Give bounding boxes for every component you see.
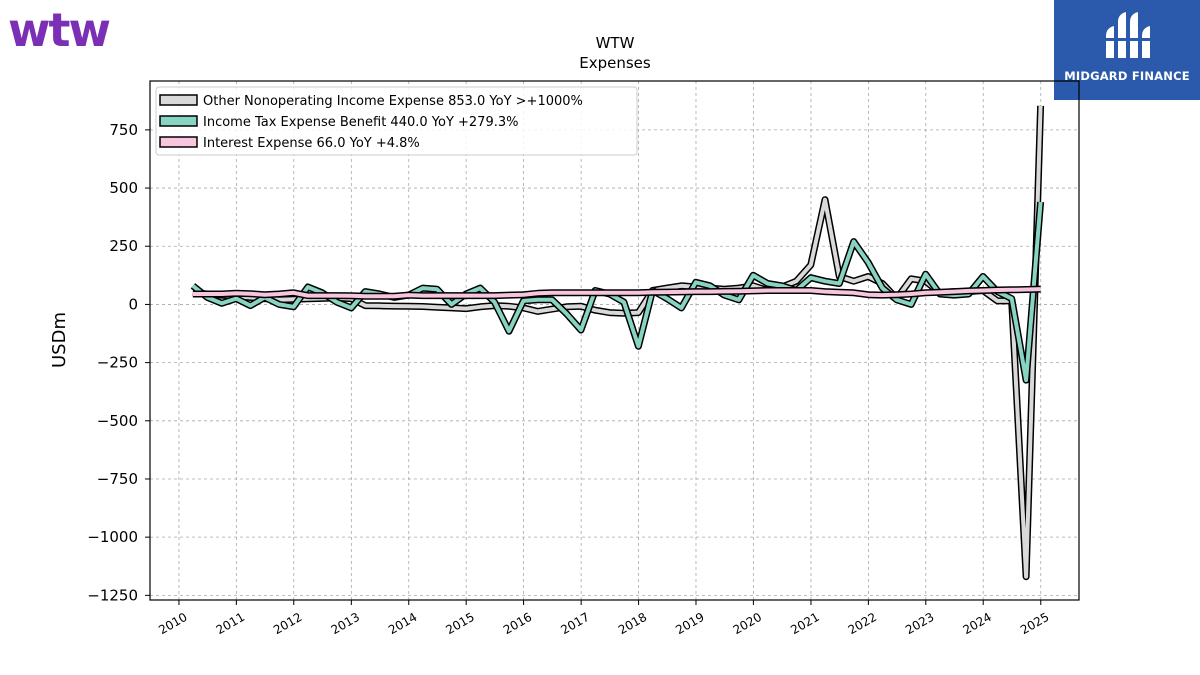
x-tick-label: 2013 — [329, 610, 362, 637]
legend-label: Income Tax Expense Benefit 440.0 YoY +27… — [203, 115, 518, 130]
y-tick-label: −1250 — [87, 586, 138, 604]
y-axis-label: USDm — [49, 312, 70, 368]
legend-label: Other Nonoperating Income Expense 853.0 … — [203, 94, 583, 109]
partner-badge: MIDGARD FINANCE — [1054, 0, 1200, 100]
y-tick-label: 750 — [109, 121, 138, 139]
series-line-1 — [191, 201, 1043, 383]
x-tick-label: 2015 — [443, 610, 476, 637]
legend-box — [155, 86, 638, 156]
plot-area — [149, 80, 1080, 601]
x-tick-label: 2021 — [788, 610, 821, 637]
x-tick-label: 2018 — [616, 610, 649, 637]
x-tick-label: 2025 — [1018, 610, 1051, 637]
chart-title: WTW — [596, 34, 635, 52]
legend-swatch — [159, 94, 198, 106]
grid — [150, 81, 1079, 600]
series-line-0 — [192, 105, 1043, 579]
x-tick-label: 2023 — [903, 610, 936, 637]
midgard-logo-icon — [1104, 12, 1152, 58]
legend-swatch — [159, 136, 198, 148]
y-tick-label: 500 — [109, 179, 138, 197]
y-tick-label: −500 — [97, 412, 138, 430]
series-line-2 — [192, 287, 1041, 299]
y-tick-label: −750 — [97, 470, 138, 488]
company-logo: wtw — [6, 3, 126, 58]
y-tick-label: 0 — [128, 295, 138, 313]
wtw-logo-icon: wtw — [8, 3, 111, 57]
y-tick-label: 250 — [109, 237, 138, 255]
company-logo-text: wtw — [8, 6, 109, 54]
x-tick-label: 2024 — [960, 610, 993, 637]
axes: 750 500 250 0 −250 −500 −750 −1000 −1250 2010 2011… — [87, 121, 1051, 637]
y-tick-label: −1000 — [87, 528, 138, 546]
x-tick-label: 2019 — [673, 610, 706, 637]
x-tick-label: 2010 — [156, 610, 189, 637]
x-tick-label: 2020 — [731, 610, 764, 637]
x-tick-label: 2017 — [558, 610, 591, 637]
x-tick-label: 2016 — [501, 610, 534, 637]
series-lines — [190, 105, 1045, 581]
x-tick-label: 2022 — [846, 610, 879, 637]
partner-badge-label: MIDGARD FINANCE — [1064, 69, 1190, 83]
y-tick-label: −250 — [97, 354, 138, 372]
legend-swatch — [159, 115, 198, 127]
x-tick-label: 2012 — [271, 610, 304, 637]
series-line-outline-0 — [192, 105, 1045, 581]
chart-subtitle: Expenses — [579, 54, 651, 72]
x-tick-label: 2011 — [214, 610, 247, 637]
legend: Other Nonoperating Income Expense 853.0 … — [155, 86, 638, 156]
legend-label: Interest Expense 66.0 YoY +4.8% — [203, 136, 420, 151]
x-tick-label: 2014 — [386, 610, 419, 637]
